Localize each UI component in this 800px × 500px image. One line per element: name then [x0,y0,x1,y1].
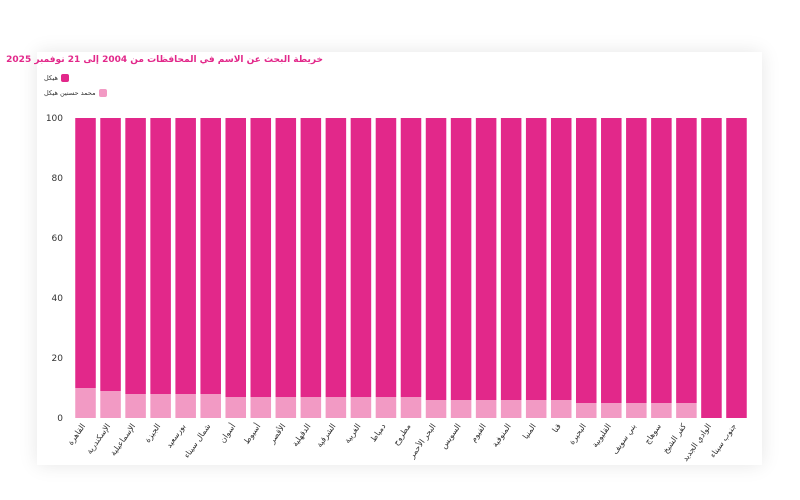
bar-segment-full-name [450,400,472,418]
bar-segment-haykal [300,118,322,397]
y-tick-label: 60 [52,234,64,244]
bar-segment-haykal [726,118,747,418]
bar-segment-full-name [400,397,422,418]
bar-segment-haykal [350,118,372,397]
x-tick-label: قنا [551,422,563,434]
bar-segment-haykal [450,118,472,400]
legend-swatch-haykal [60,74,69,82]
bar-segment-full-name [525,400,547,418]
bar-segment-haykal [200,118,221,394]
bar-segment-haykal [150,118,171,394]
bar-segment-full-name [375,397,397,418]
bar-segment-full-name [500,400,522,418]
x-tick-label: بني سويف [610,422,638,456]
bar-segment-haykal [75,118,96,388]
bar-segment-haykal [100,118,121,391]
bar-segment-full-name [601,403,622,418]
x-tick-label: السويس [439,422,463,450]
legend-label-full-name: محمد حسنين هيكل [44,89,96,97]
bar-segment-haykal [550,118,572,400]
legend-label-haykal: هيكل [44,74,58,82]
legend-item-full-name: محمد حسنين هيكل [44,88,107,98]
x-tick-label: الأقصر [266,421,287,446]
chart-title: خريطة البحث عن الاسم في المحافظات من 200… [6,55,323,65]
bar-segment-full-name [626,403,647,418]
x-tick-label: الفيوم [469,422,488,444]
bar-segment-haykal [500,118,522,400]
bar-segment-haykal [275,118,297,397]
y-tick-label: 0 [57,414,63,424]
y-tick-label: 20 [52,354,64,364]
bar-segment-full-name [75,388,96,418]
bar-segment-haykal [701,118,722,418]
bar-segment-full-name [475,400,497,418]
x-tick-label: أسيوط [241,421,262,445]
bar-segment-haykal [651,118,672,403]
bar-segment-full-name [200,394,221,418]
x-tick-label: بورسعيد [164,422,187,450]
bar-segment-haykal [425,118,447,400]
y-tick-label: 80 [52,174,64,184]
y-tick-label: 40 [52,294,64,304]
legend-item-haykal: هيكل [44,73,69,83]
x-tick-label: الدقهلية [290,422,312,448]
chart-card: خريطة البحث عن الاسم في المحافظات من 200… [6,52,762,465]
bar-segment-haykal [175,118,196,394]
bar-segment-haykal [225,118,247,397]
bar-segment-full-name [325,397,347,418]
bar-segment-haykal [125,118,146,394]
bar-segment-haykal [525,118,547,400]
bar-segment-full-name [100,391,121,418]
bar-segment-full-name [676,403,697,418]
x-tick-label: المنيا [521,422,538,441]
x-tick-label: دمياط [369,422,388,444]
bar-segment-full-name [300,397,322,418]
x-tick-label: المنوفية [490,422,512,449]
x-tick-label: الشرقية [315,422,338,449]
x-tick-label: القليوبية [590,422,613,449]
x-tick-label: الجيزة [143,422,162,444]
stacked-bar-chart: 020406080100القاهرةالإسكندريةالإسماعيلية… [46,114,747,463]
x-tick-label: الإسماعيلية [109,422,138,458]
bar-segment-haykal [601,118,622,403]
bar-segment-full-name [575,403,597,418]
bar-segment-full-name [425,400,447,418]
bar-segment-haykal [676,118,697,403]
y-tick-label: 100 [46,114,63,124]
bar-segment-haykal [325,118,347,397]
x-tick-label: كفر الشيخ [661,422,688,455]
bar-segment-full-name [125,394,146,418]
bar-segment-full-name [651,403,672,418]
bar-segment-full-name [275,397,297,418]
x-tick-label: القاهرة [66,422,87,447]
x-tick-label: سوهاج [643,422,664,446]
bar-segment-haykal [575,118,597,403]
bar-segment-haykal [475,118,497,400]
bar-segment-haykal [375,118,397,397]
bar-segment-full-name [150,394,171,418]
bar-segment-haykal [250,118,272,397]
x-tick-label: البحيرة [567,422,588,446]
bar-segment-full-name [175,394,196,418]
legend-swatch-full-name [98,89,107,97]
bar-segment-full-name [225,397,247,418]
bar-segment-haykal [400,118,422,397]
bar-segment-full-name [350,397,372,418]
x-tick-label: الغربية [343,422,363,445]
x-tick-label: مطروح [391,422,412,447]
bar-segment-haykal [626,118,647,403]
bar-segment-full-name [250,397,272,418]
bar-segment-full-name [550,400,572,418]
x-tick-label: أسوان [217,421,237,444]
